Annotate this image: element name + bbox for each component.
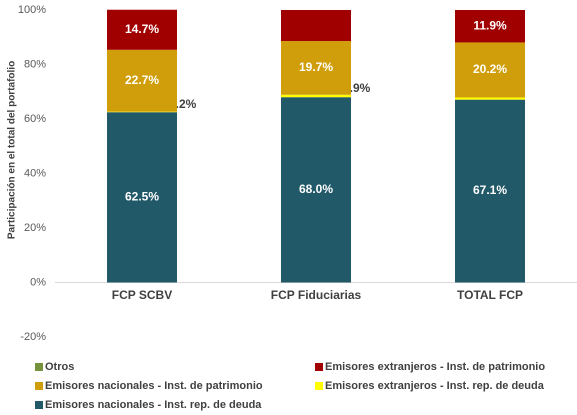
legend-swatch — [35, 363, 43, 371]
data-label: 20.2% — [473, 62, 507, 76]
x-tick-label: FCP Fiduciarias — [271, 288, 362, 302]
legend-swatch — [35, 382, 43, 390]
y-tick-label: 40% — [24, 167, 46, 179]
legend-label: Emisores nacionales - Inst. de patrimoni… — [45, 380, 263, 392]
bar-segment — [107, 49, 177, 112]
bar-segment — [281, 10, 351, 42]
bar-segment — [107, 111, 177, 113]
legend-label: Emisores extranjeros - Inst. rep. de deu… — [325, 380, 545, 392]
y-axis-title: Participación en el total del portafolio — [7, 61, 18, 239]
x-tick-label: FCP SCBV — [112, 288, 172, 302]
bar-segment — [281, 94, 351, 98]
y-tick-label: 20% — [24, 222, 46, 234]
bar-segment — [107, 112, 177, 283]
legend-label: Emisores nacionales - Inst. rep. de deud… — [45, 399, 262, 411]
y-tick-label: 80% — [24, 58, 46, 70]
data-label: 67.1% — [473, 183, 507, 197]
legend-label: Otros — [45, 361, 74, 373]
y-tick-label: 0% — [30, 276, 46, 288]
legend-swatch — [35, 401, 43, 409]
legend-swatch — [315, 382, 323, 390]
legend-label: Emisores extranjeros - Inst. de patrimon… — [325, 361, 545, 373]
bar-segment — [455, 97, 525, 100]
data-label: 14.7% — [125, 22, 159, 36]
legend-swatch — [315, 363, 323, 371]
bar-segment — [455, 10, 525, 43]
bar-segment — [107, 9, 177, 50]
bar-segment — [455, 42, 525, 98]
y-tick-label: 100% — [18, 4, 46, 16]
bar-segment — [281, 41, 351, 95]
x-tick-label: TOTAL FCP — [457, 288, 523, 302]
y-tick-label: -20% — [20, 331, 46, 343]
data-label: 11.9% — [473, 18, 507, 32]
bar-segment — [281, 97, 351, 283]
bar-segment — [455, 99, 525, 283]
data-label: 22.7% — [125, 73, 159, 87]
data-label: 62.5% — [125, 190, 159, 204]
y-tick-label: 60% — [24, 113, 46, 125]
data-label: 19.7% — [299, 60, 333, 74]
data-label: 68.0% — [299, 182, 333, 196]
